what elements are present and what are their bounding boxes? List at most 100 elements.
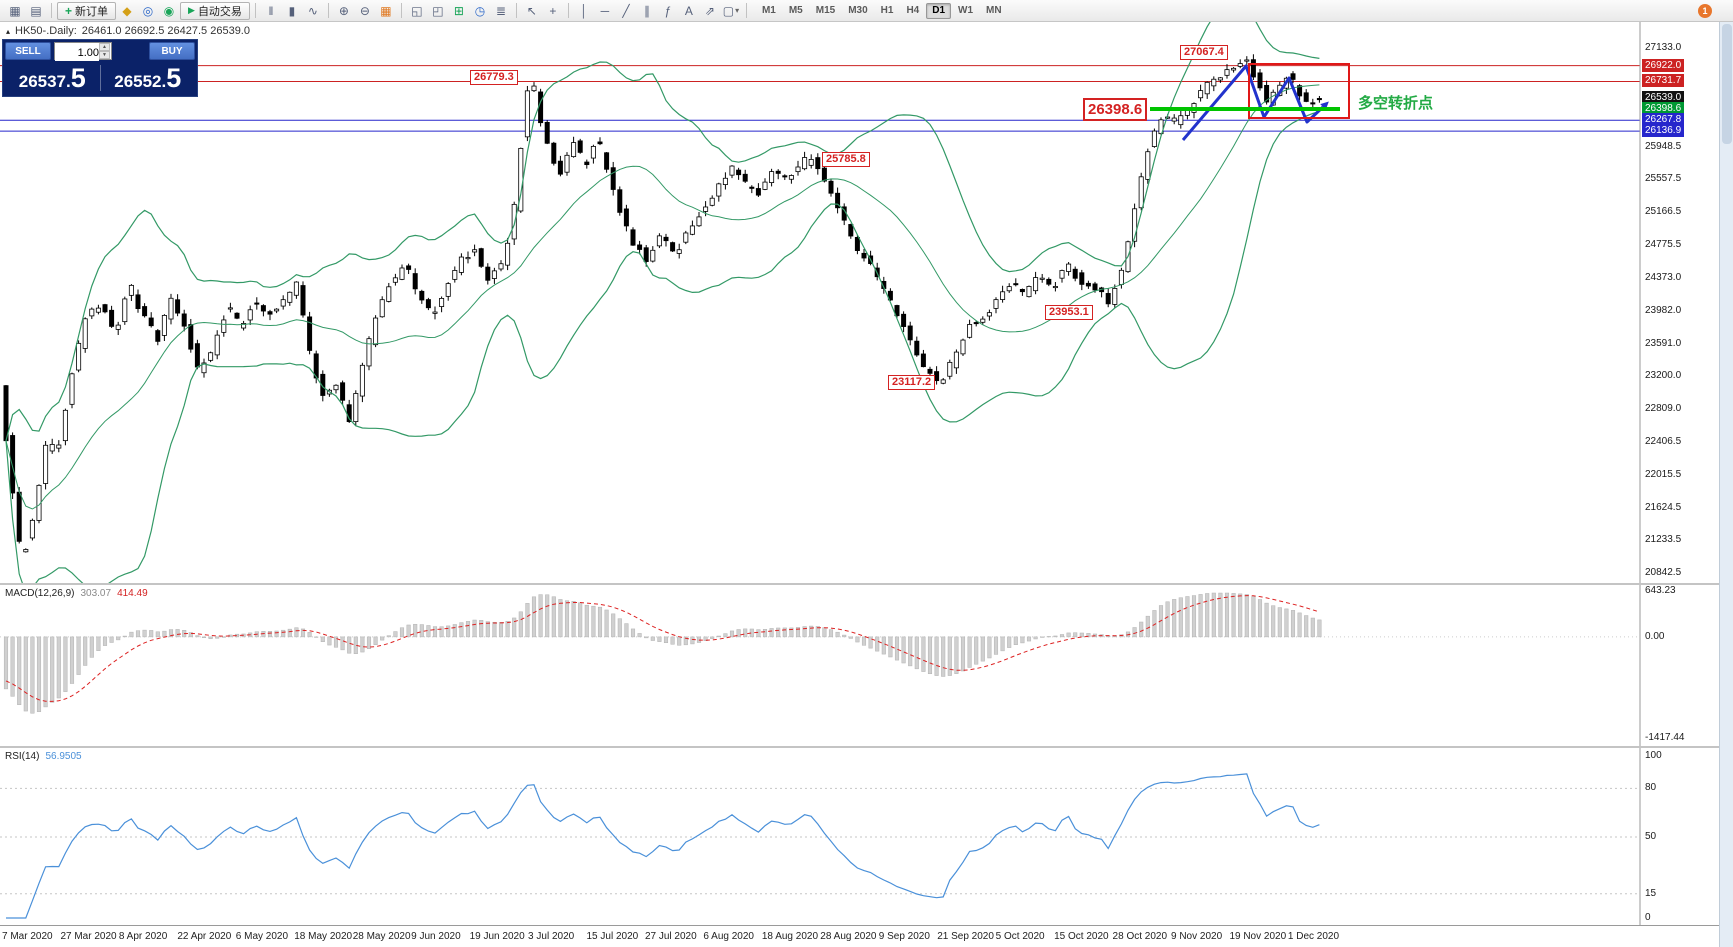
macd-value: 303.07 xyxy=(80,588,112,599)
candlestick-chart-icon[interactable]: ▮ xyxy=(288,3,296,18)
dropdown-caret-icon: ▾ xyxy=(735,6,740,15)
horizontal-line-icon[interactable]: ─ xyxy=(600,3,610,18)
cascade-windows-icon[interactable]: ◰ xyxy=(432,3,444,18)
autotrading-label: 自动交易 xyxy=(197,5,242,18)
date-label: 7 Mar 2020 xyxy=(2,931,53,942)
zigzag-annotation xyxy=(1181,64,1325,141)
date-label: 27 Jul 2020 xyxy=(644,931,697,942)
fibonacci-icon[interactable]: ƒ xyxy=(664,3,672,18)
buy-price[interactable]: 26552. 5 xyxy=(101,62,196,93)
annotation-text: 多空转折点 xyxy=(1358,95,1434,112)
zoom-in-icon[interactable]: ⊕ xyxy=(338,3,349,18)
tile-windows-icon[interactable]: ◱ xyxy=(411,3,423,18)
rsi-value: 56.9505 xyxy=(45,751,82,762)
toolbar-separator xyxy=(327,3,329,18)
vertical-scrollbar[interactable] xyxy=(1719,22,1733,947)
date-label: 21 Sep 2020 xyxy=(937,931,994,942)
volume-input[interactable] xyxy=(55,45,99,61)
timeframe-m1[interactable]: M1 xyxy=(761,5,776,16)
bollinger-lower-band xyxy=(5,110,1320,595)
trendline-icon[interactable]: ╱ xyxy=(622,3,630,18)
indicators-icon[interactable]: ▦ xyxy=(380,3,392,18)
timeframe-d1[interactable]: D1 xyxy=(926,2,952,19)
timeframe-mn[interactable]: MN xyxy=(986,5,1002,16)
toolbar-separator xyxy=(254,3,256,18)
date-label: 15 Oct 2020 xyxy=(1054,931,1109,942)
macd-chart[interactable] xyxy=(0,585,1733,746)
collapse-icon[interactable]: ▴ xyxy=(6,26,11,36)
date-label: 28 May 2020 xyxy=(352,931,411,942)
buy-button[interactable]: BUY xyxy=(149,42,195,60)
rsi-panel[interactable]: RSI(14) 56.9505 100 80 50 15 0 xyxy=(0,748,1733,925)
sell-price-main: 26537. xyxy=(18,71,71,91)
bar-chart-icon[interactable]: ‖ xyxy=(268,3,274,18)
volume-down-icon[interactable]: ▼ xyxy=(99,51,110,59)
vertical-line-icon[interactable]: │ xyxy=(580,3,588,18)
autotrading-button[interactable]: ▶ 自动交易 xyxy=(180,1,250,20)
timeframe-h1[interactable]: H1 xyxy=(880,5,894,16)
date-label: 28 Aug 2020 xyxy=(820,931,877,942)
scrollbar-thumb[interactable] xyxy=(1722,24,1732,144)
timeframe-m15[interactable]: M15 xyxy=(815,5,836,16)
rsi-name: RSI(14) xyxy=(5,751,40,762)
timeframe-w1[interactable]: W1 xyxy=(958,5,974,16)
timeframe-m5[interactable]: M5 xyxy=(788,5,803,16)
data-window-icon[interactable]: ◉ xyxy=(163,3,175,18)
date-label: 18 May 2020 xyxy=(294,931,353,942)
plus-icon: + xyxy=(65,3,73,18)
candlestick-chart[interactable] xyxy=(0,0,1733,595)
date-label: 22 Apr 2020 xyxy=(177,931,232,942)
text-tool-icon[interactable]: A xyxy=(684,3,693,18)
date-label: 19 Nov 2020 xyxy=(1229,931,1287,942)
cursor-icon[interactable]: ↖ xyxy=(526,3,537,18)
panel-divider[interactable] xyxy=(0,583,1733,585)
zoom-out-icon[interactable]: ⊖ xyxy=(359,3,370,18)
timeframe-h4[interactable]: H4 xyxy=(906,5,920,16)
annotation-rectangle xyxy=(1248,63,1350,119)
macd-name: MACD(12,26,9) xyxy=(5,588,75,599)
chart-settings-icon[interactable]: ≣ xyxy=(495,3,506,18)
shapes-tool-icon[interactable]: ▢ ▾ xyxy=(721,2,741,20)
rsi-label: RSI(14) 56.9505 xyxy=(5,751,82,762)
rsi-chart[interactable] xyxy=(0,748,1733,925)
period-icon[interactable]: ◷ xyxy=(474,3,486,18)
favorites-icon[interactable]: ◆ xyxy=(122,3,132,18)
play-icon: ▶ xyxy=(188,5,195,15)
new-order-button[interactable]: + 新订单 xyxy=(57,1,117,20)
toolbar-separator xyxy=(745,3,747,18)
crosshair-icon[interactable]: + xyxy=(549,3,557,18)
price-chart-panel[interactable]: 27133.0 25948.5 25557.5 25166.5 24775.5 24373… xyxy=(0,0,1733,595)
add-chart-icon[interactable]: ⊞ xyxy=(453,3,464,18)
channel-icon[interactable]: ∥ xyxy=(643,3,650,18)
date-label: 6 Aug 2020 xyxy=(703,931,754,942)
market-watch-icon[interactable]: ◎ xyxy=(142,3,154,18)
date-label: 6 May 2020 xyxy=(235,931,289,942)
sell-price[interactable]: 26537. 5 xyxy=(5,64,100,92)
timeframe-m30[interactable]: M30 xyxy=(848,5,868,16)
macd-panel[interactable]: MACD(12,26,9) 303.07 414.49 643.23 0.00 -1… xyxy=(0,585,1733,746)
buy-price-main: 26552. xyxy=(114,71,167,91)
buy-price-pip: 5 xyxy=(166,62,182,93)
date-label: 8 Apr 2020 xyxy=(118,931,168,942)
volume-field: ▲ ▼ xyxy=(54,42,112,61)
date-label: 18 Aug 2020 xyxy=(761,931,819,942)
panel-divider[interactable] xyxy=(0,746,1733,748)
symbol-title: HK50-.Daily: xyxy=(15,25,77,37)
price-divider xyxy=(99,65,101,91)
zigzag-arrowhead xyxy=(1320,101,1329,110)
notification-badge[interactable]: 1 xyxy=(1698,3,1712,18)
date-label: 19 Jun 2020 xyxy=(469,931,525,942)
profiles-icon[interactable]: ▤ xyxy=(30,3,42,18)
arrows-tool-icon[interactable]: ⇗ xyxy=(704,3,715,18)
line-chart-icon[interactable]: ∿ xyxy=(307,3,318,18)
sell-button[interactable]: SELL xyxy=(5,42,51,60)
date-label: 1 Dec 2020 xyxy=(1287,931,1340,942)
new-chart-icon[interactable]: ▦ xyxy=(9,3,21,18)
volume-up-icon[interactable]: ▲ xyxy=(99,43,110,51)
date-label: 9 Sep 2020 xyxy=(878,931,930,942)
time-axis[interactable]: 7 Mar 2020 27 Mar 2020 8 Apr 2020 22 Apr 20… xyxy=(0,925,1733,947)
toolbar-separator xyxy=(515,3,517,18)
toolbar-separator xyxy=(567,3,569,18)
timeframe-toolbar: M1 M5 M15 M30 H1 H4 D1 W1 MN xyxy=(756,2,1008,19)
